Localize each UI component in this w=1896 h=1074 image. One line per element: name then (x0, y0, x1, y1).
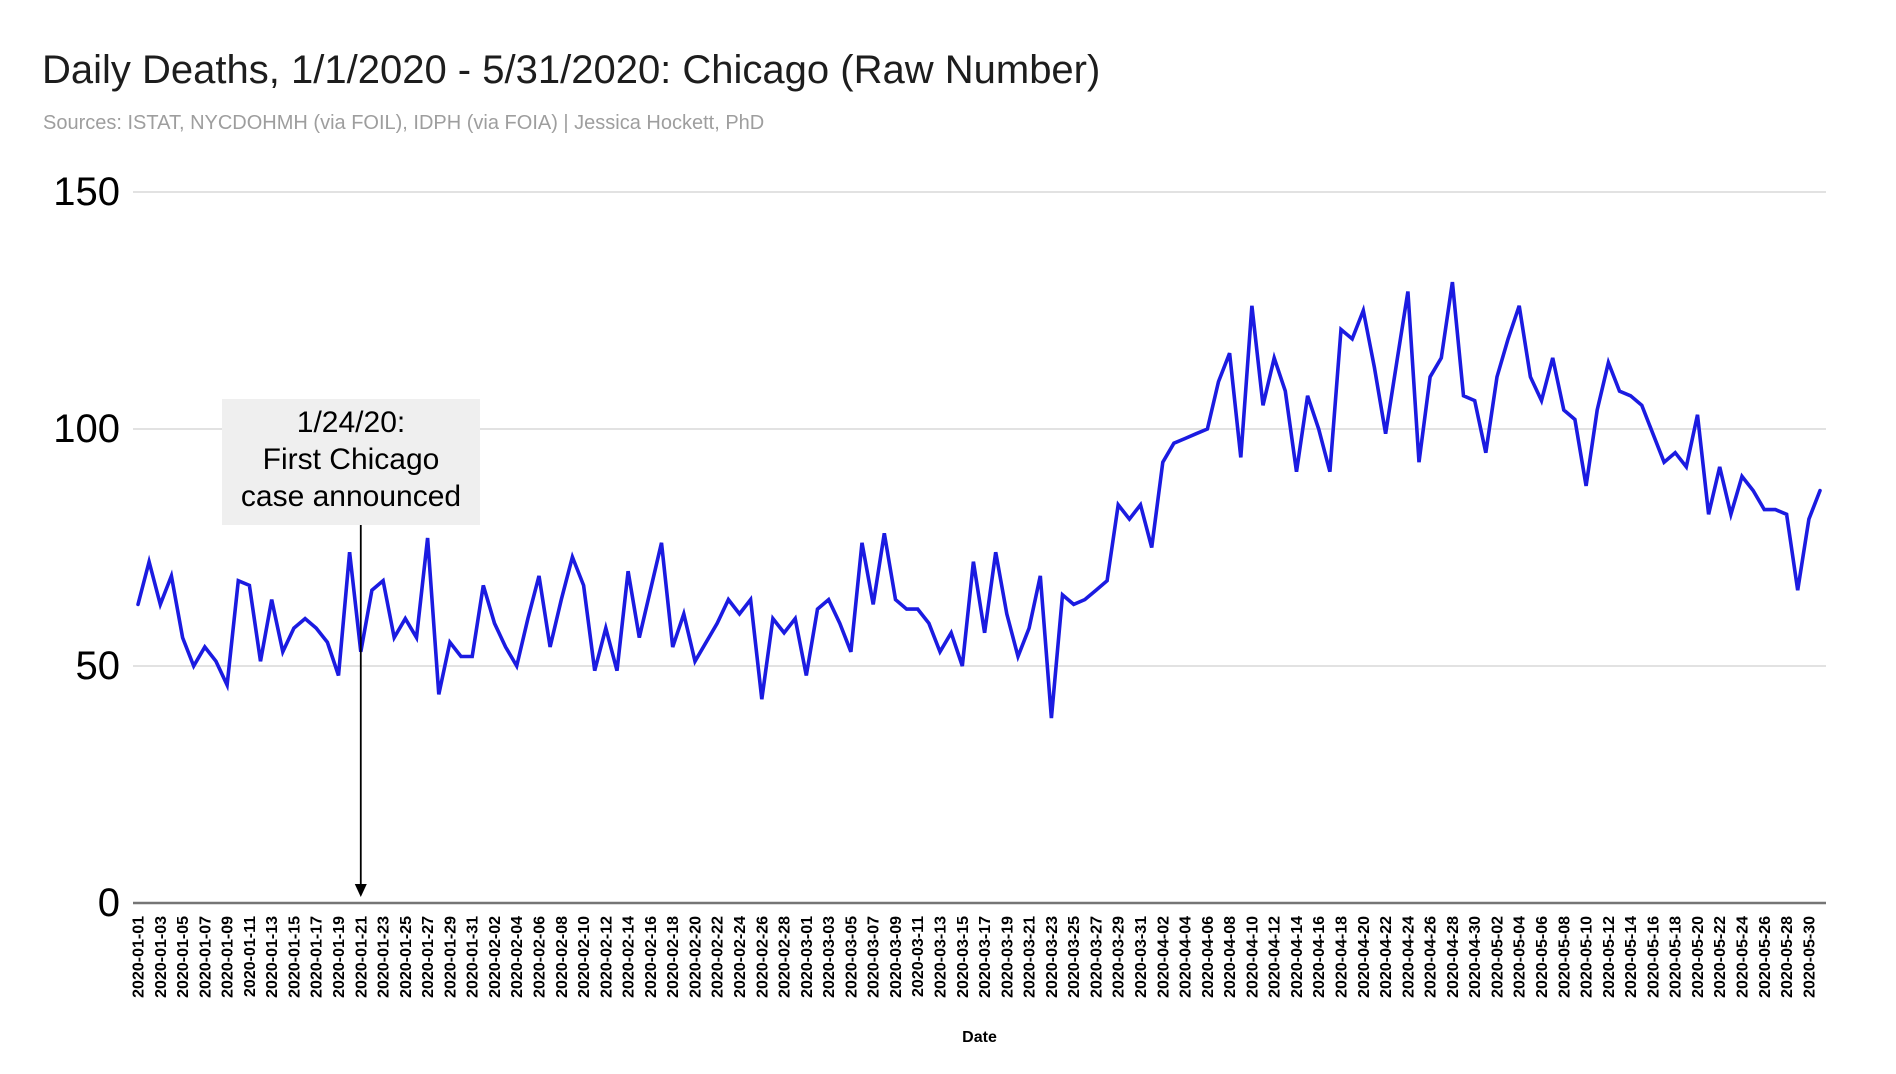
y-axis-tick-label: 150 (53, 170, 120, 214)
x-axis-tick-label: 2020-03-27 (1088, 916, 1105, 998)
x-axis-tick-label: 2020-05-26 (1757, 916, 1774, 998)
x-axis-tick-label: 2020-04-10 (1244, 916, 1261, 998)
x-axis-tick-label: 2020-03-13 (933, 916, 950, 998)
x-axis-tick-label: 2020-01-13 (264, 916, 281, 998)
x-axis-title: Date (962, 1029, 997, 1046)
annotation-box: 1/24/20: First Chicago case announced (222, 399, 480, 525)
x-axis-tick-label: 2020-02-18 (665, 916, 682, 998)
x-axis-tick-label: 2020-01-27 (420, 916, 437, 998)
x-axis-tick-label: 2020-02-20 (687, 916, 704, 998)
x-axis-tick-label: 2020-04-06 (1200, 916, 1217, 998)
x-axis-tick-label: 2020-05-10 (1579, 916, 1596, 998)
x-axis-tick-label: 2020-05-14 (1623, 916, 1640, 998)
annotation-arrowhead (354, 884, 367, 897)
x-axis-tick-label: 2020-02-12 (598, 916, 615, 998)
x-axis-tick-label: 2020-05-30 (1801, 916, 1818, 998)
x-axis-tick-label: 2020-01-11 (242, 916, 259, 997)
y-axis-tick-label: 0 (98, 881, 120, 925)
x-axis-tick-label: 2020-05-08 (1556, 916, 1573, 998)
y-axis-tick-label: 50 (76, 644, 121, 688)
x-axis-tick-label: 2020-05-22 (1712, 916, 1729, 998)
chart-subtitle: Sources: ISTAT, NYCDOHMH (via FOIL), IDP… (43, 112, 765, 134)
x-axis-tick-label: 2020-02-22 (710, 916, 727, 998)
x-axis-tick-label: 2020-01-31 (465, 916, 482, 998)
x-axis-tick-label: 2020-04-22 (1378, 916, 1395, 998)
x-axis-tick-label: 2020-04-12 (1267, 916, 1284, 998)
x-axis-tick-label: 2020-04-04 (1178, 916, 1195, 998)
annotation-line-3: case announced (240, 480, 462, 513)
x-axis-tick-label: 2020-03-29 (1111, 916, 1128, 998)
x-axis-tick-label: 2020-01-01 (131, 916, 148, 998)
x-axis-tick-label: 2020-01-03 (153, 916, 170, 998)
x-axis-tick-label: 2020-05-06 (1534, 916, 1551, 998)
x-axis-tick-label: 2020-01-15 (286, 916, 303, 998)
x-axis-tick-label: 2020-03-07 (866, 916, 883, 998)
x-axis-tick-label: 2020-05-16 (1645, 916, 1662, 998)
x-axis-tick-label: 2020-03-19 (999, 916, 1016, 998)
x-axis-tick-label: 2020-03-31 (1133, 916, 1150, 998)
x-axis-tick-label: 2020-03-25 (1066, 916, 1083, 998)
x-axis-tick-label: 2020-05-18 (1668, 916, 1685, 998)
x-axis-tick-label: 2020-01-05 (175, 916, 192, 998)
x-axis-tick-label: 2020-02-28 (777, 916, 794, 998)
x-axis-tick-label: 2020-04-24 (1400, 916, 1417, 998)
x-axis-tick-label: 2020-03-03 (821, 916, 838, 998)
x-axis-tick-label: 2020-04-30 (1467, 916, 1484, 998)
x-axis-tick-label: 2020-05-28 (1779, 916, 1796, 998)
x-axis-tick-label: 2020-03-01 (799, 916, 816, 998)
x-axis-tick-label: 2020-01-07 (197, 916, 214, 998)
x-axis-tick-label: 2020-02-26 (754, 916, 771, 998)
x-axis-tick-label: 2020-02-02 (487, 916, 504, 998)
x-axis-tick-label: 2020-02-08 (554, 916, 571, 998)
x-axis-tick-label: 2020-01-09 (220, 916, 237, 998)
x-axis-tick-label: 2020-03-17 (977, 916, 994, 998)
deaths-line-series (136, 281, 1822, 719)
x-axis-tick-label: 2020-02-24 (732, 916, 749, 998)
x-axis-tick-label: 2020-04-28 (1445, 916, 1462, 998)
x-axis-tick-label: 2020-05-20 (1690, 916, 1707, 998)
x-axis-tick-label: 2020-04-18 (1334, 916, 1351, 998)
x-axis-tick-label: 2020-02-04 (509, 916, 526, 998)
x-axis-tick-label: 2020-02-06 (532, 916, 549, 998)
x-axis-tick-label: 2020-01-23 (376, 916, 393, 998)
x-axis-tick-label: 2020-05-02 (1489, 916, 1506, 998)
x-axis-tick-label: 2020-01-17 (309, 916, 326, 998)
x-axis-tick-label: 2020-04-08 (1222, 916, 1239, 998)
x-axis-tick-label: 2020-04-26 (1423, 916, 1440, 998)
x-axis-tick-label: 2020-03-05 (843, 916, 860, 998)
x-axis-tick-label: 2020-03-21 (1022, 916, 1039, 998)
annotation-line-2: First Chicago (262, 443, 440, 476)
x-axis-tick-label: 2020-05-04 (1512, 916, 1529, 998)
y-axis-tick-label: 100 (53, 407, 120, 451)
x-axis-tick-label: 2020-04-14 (1289, 916, 1306, 998)
x-axis-tick-label: 2020-03-11 (910, 916, 927, 997)
x-axis-tick-label: 2020-04-02 (1155, 916, 1172, 998)
x-axis-tick-label: 2020-05-12 (1601, 916, 1618, 998)
x-axis-tick-label: 2020-03-15 (955, 916, 972, 998)
x-axis-tick-label: 2020-02-16 (643, 916, 660, 998)
annotation-line-1: 1/24/20: (296, 406, 406, 439)
x-axis-tick-label: 2020-03-09 (888, 916, 905, 998)
x-axis-tick-label: 2020-01-21 (353, 916, 370, 998)
x-axis-tick-label: 2020-02-10 (576, 916, 593, 998)
x-axis-tick-label: 2020-04-20 (1356, 916, 1373, 998)
chart-title: Daily Deaths, 1/1/2020 - 5/31/2020: Chic… (42, 48, 1101, 92)
x-axis-tick-label: 2020-01-19 (331, 916, 348, 998)
x-axis-tick-label: 2020-05-24 (1735, 916, 1752, 998)
x-axis-tick-label: 2020-01-29 (442, 916, 459, 998)
x-axis-tick-label: 2020-03-23 (1044, 916, 1061, 998)
x-axis-tick-label: 2020-01-25 (398, 916, 415, 998)
x-axis-tick-label: 2020-04-16 (1311, 916, 1328, 998)
x-axis-tick-label: 2020-02-14 (621, 916, 638, 998)
